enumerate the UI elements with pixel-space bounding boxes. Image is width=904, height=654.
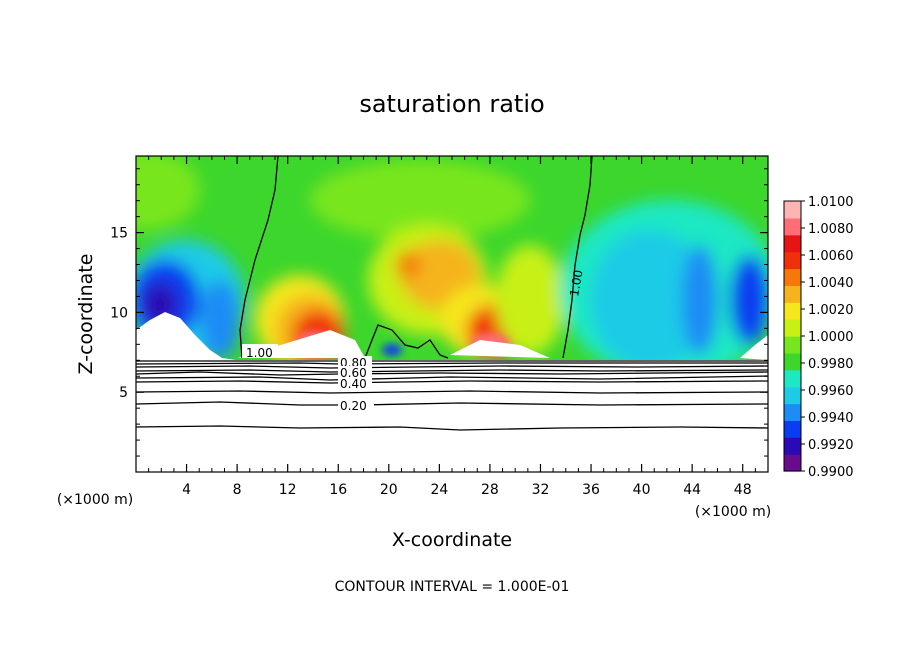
colorbar-segment (784, 251, 801, 270)
colorbar-label: 0.9900 (808, 465, 854, 480)
x-tick-label: 12 (279, 482, 297, 498)
x-tick-label: 20 (380, 482, 398, 498)
colorbar-segment (784, 369, 801, 388)
colorbar-segment (784, 437, 801, 455)
x-tick-label: 16 (329, 482, 347, 498)
x-tick-label: 48 (734, 482, 752, 498)
x-tick-label: 32 (532, 482, 550, 498)
colorbar-segment (784, 403, 801, 421)
contour-label-1-00-right: 1.00 (567, 269, 585, 298)
colorbar-segment (784, 217, 801, 236)
colorbar-segment (784, 420, 801, 438)
colorbar-label: 0.9960 (808, 384, 854, 399)
colorbar-segment (784, 336, 801, 354)
x-tick-label: 36 (582, 482, 600, 498)
colorbar-segment (784, 268, 801, 286)
y-axis-ticks: 5 10 15 (110, 168, 768, 457)
contour-label-1-00-left: 1.00 (246, 346, 273, 360)
y-tick-label: 15 (110, 226, 128, 242)
x-axis-ticks: 4 8 12 16 20 24 28 32 36 40 44 48 (148, 156, 756, 498)
saturation-field: 1.00 0.80 0.60 0.40 0.20 1.00 (136, 156, 768, 472)
x-unit-label-left: (×1000 m) (57, 492, 133, 508)
y-axis-label: Z-coordinate (75, 254, 97, 375)
x-unit-label-right: (×1000 m) (695, 504, 771, 520)
colorbar-segment (784, 302, 801, 320)
colorbar-segment (784, 352, 801, 371)
x-axis-label: X-coordinate (392, 529, 512, 551)
colorbar-segment (784, 201, 801, 219)
colorbar-segment (784, 386, 801, 405)
y-tick-label: 10 (110, 305, 128, 321)
colorbar-label: 1.0080 (808, 222, 854, 237)
colorbar-label: 1.0060 (808, 249, 854, 264)
contour-label-0-40: 0.40 (340, 377, 367, 391)
colorbar-segment (784, 319, 801, 337)
x-tick-label: 4 (182, 482, 191, 498)
x-tick-label: 8 (233, 482, 242, 498)
x-tick-label: 44 (683, 482, 701, 498)
colorbar-label: 0.9940 (808, 411, 854, 426)
colorbar-label: 0.9980 (808, 357, 854, 372)
colorbar-segment (784, 454, 801, 472)
colorbar-label: 1.0100 (808, 195, 854, 210)
contour-label-0-60: 0.60 (340, 366, 367, 380)
colorbar-segment (784, 234, 801, 253)
field-blobs (136, 156, 768, 380)
contour-labels: 1.00 0.80 0.60 0.40 0.20 1.00 (242, 269, 586, 413)
y-tick-label: 5 (119, 385, 128, 401)
contour-interval-note: CONTOUR INTERVAL = 1.000E-01 (335, 579, 570, 595)
contour-label-0-20: 0.20 (340, 399, 367, 413)
x-tick-label: 28 (481, 482, 499, 498)
colorbar-label: 0.9920 (808, 438, 854, 453)
x-tick-label: 40 (633, 482, 651, 498)
colorbar: 1.0100 1.0080 1.0060 1.0040 1.0020 1.0000 0.99… (783, 195, 854, 480)
chart-title: saturation ratio (359, 90, 544, 118)
colorbar-label: 1.0040 (808, 276, 854, 291)
colorbar-label: 1.0000 (808, 330, 854, 345)
colorbar-segment (784, 285, 801, 303)
terrain (136, 312, 768, 472)
x-tick-label: 24 (430, 482, 448, 498)
colorbar-label: 1.0020 (808, 303, 854, 318)
